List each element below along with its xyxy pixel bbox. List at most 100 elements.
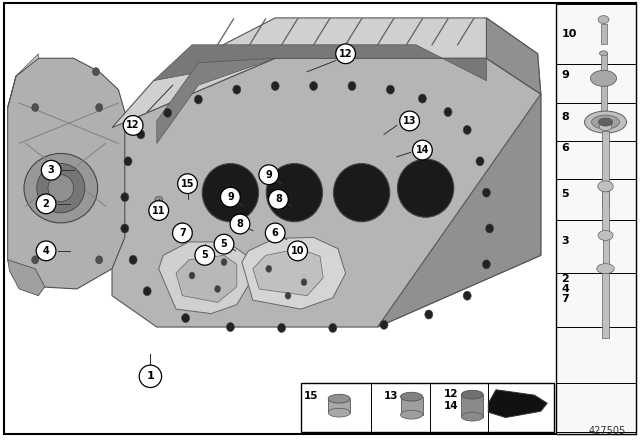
Circle shape bbox=[195, 246, 214, 265]
Text: 7: 7 bbox=[561, 294, 569, 304]
Text: 2: 2 bbox=[561, 274, 569, 284]
Text: 12: 12 bbox=[444, 389, 458, 399]
Ellipse shape bbox=[401, 410, 422, 419]
Polygon shape bbox=[112, 18, 541, 128]
Text: 14: 14 bbox=[415, 145, 429, 155]
Text: 9: 9 bbox=[561, 70, 570, 80]
Ellipse shape bbox=[96, 103, 102, 112]
Bar bbox=[401, 396, 422, 415]
Ellipse shape bbox=[599, 123, 612, 131]
Ellipse shape bbox=[483, 260, 490, 269]
Circle shape bbox=[36, 194, 56, 214]
Polygon shape bbox=[378, 18, 541, 327]
Polygon shape bbox=[253, 249, 323, 296]
Text: 2: 2 bbox=[43, 199, 49, 209]
Ellipse shape bbox=[129, 255, 137, 264]
Ellipse shape bbox=[195, 95, 202, 104]
Text: 6: 6 bbox=[272, 228, 278, 238]
Circle shape bbox=[140, 365, 161, 388]
Ellipse shape bbox=[598, 16, 609, 24]
Ellipse shape bbox=[214, 285, 221, 293]
Ellipse shape bbox=[36, 164, 85, 213]
Ellipse shape bbox=[463, 291, 471, 300]
Text: 8: 8 bbox=[561, 112, 569, 122]
Ellipse shape bbox=[266, 265, 272, 272]
Bar bbox=[328, 399, 350, 413]
Text: 4: 4 bbox=[43, 246, 49, 256]
Bar bbox=[556, 3, 636, 434]
Text: 6: 6 bbox=[561, 143, 570, 153]
Text: 427505: 427505 bbox=[588, 426, 625, 436]
Text: 13: 13 bbox=[403, 116, 417, 126]
Ellipse shape bbox=[483, 188, 490, 197]
Ellipse shape bbox=[48, 175, 74, 202]
Ellipse shape bbox=[32, 256, 38, 264]
Ellipse shape bbox=[96, 256, 102, 264]
Text: 15: 15 bbox=[303, 391, 318, 401]
Ellipse shape bbox=[461, 412, 483, 421]
Polygon shape bbox=[242, 237, 346, 309]
Text: 7: 7 bbox=[179, 228, 186, 238]
Circle shape bbox=[173, 223, 192, 243]
Polygon shape bbox=[159, 242, 253, 314]
Circle shape bbox=[124, 116, 143, 135]
Ellipse shape bbox=[444, 108, 452, 116]
Ellipse shape bbox=[124, 157, 132, 166]
Ellipse shape bbox=[221, 258, 227, 266]
Ellipse shape bbox=[278, 323, 285, 332]
Circle shape bbox=[42, 160, 61, 180]
Polygon shape bbox=[112, 58, 541, 327]
Ellipse shape bbox=[301, 279, 307, 286]
Bar bbox=[602, 239, 609, 269]
Circle shape bbox=[288, 241, 307, 261]
Ellipse shape bbox=[266, 164, 323, 222]
Text: 5: 5 bbox=[221, 239, 227, 249]
Ellipse shape bbox=[310, 82, 317, 90]
Text: 4: 4 bbox=[561, 284, 570, 294]
Ellipse shape bbox=[143, 287, 151, 296]
Circle shape bbox=[230, 214, 250, 234]
Polygon shape bbox=[176, 255, 237, 302]
Ellipse shape bbox=[189, 272, 195, 279]
Polygon shape bbox=[488, 390, 547, 418]
Text: 9: 9 bbox=[266, 170, 272, 180]
Circle shape bbox=[400, 111, 419, 131]
Ellipse shape bbox=[121, 224, 129, 233]
Circle shape bbox=[266, 223, 285, 243]
Ellipse shape bbox=[486, 224, 493, 233]
Text: 8: 8 bbox=[237, 219, 243, 229]
Bar bbox=[602, 273, 609, 338]
Ellipse shape bbox=[329, 323, 337, 332]
Bar bbox=[602, 191, 609, 231]
Polygon shape bbox=[8, 54, 38, 108]
Ellipse shape bbox=[591, 70, 616, 86]
Ellipse shape bbox=[591, 115, 620, 129]
Ellipse shape bbox=[24, 153, 97, 223]
Ellipse shape bbox=[425, 310, 433, 319]
Ellipse shape bbox=[598, 230, 613, 241]
Ellipse shape bbox=[182, 314, 189, 323]
Polygon shape bbox=[8, 58, 125, 289]
Ellipse shape bbox=[271, 82, 279, 90]
Circle shape bbox=[36, 241, 56, 261]
Text: 10: 10 bbox=[561, 29, 577, 39]
Ellipse shape bbox=[401, 392, 422, 401]
Ellipse shape bbox=[164, 108, 172, 117]
Polygon shape bbox=[154, 45, 486, 81]
Text: 13: 13 bbox=[384, 391, 399, 401]
Ellipse shape bbox=[348, 82, 356, 90]
Ellipse shape bbox=[233, 85, 241, 94]
Text: 10: 10 bbox=[291, 246, 305, 256]
Circle shape bbox=[269, 190, 288, 209]
Ellipse shape bbox=[596, 264, 614, 274]
Ellipse shape bbox=[598, 181, 613, 192]
Circle shape bbox=[149, 201, 168, 220]
Ellipse shape bbox=[328, 408, 350, 417]
Text: 12: 12 bbox=[126, 121, 140, 130]
Text: 14: 14 bbox=[444, 401, 458, 411]
Circle shape bbox=[214, 234, 234, 254]
Text: 8: 8 bbox=[275, 194, 282, 204]
Text: 3: 3 bbox=[561, 237, 569, 246]
Text: 5: 5 bbox=[202, 250, 208, 260]
Ellipse shape bbox=[227, 323, 234, 332]
